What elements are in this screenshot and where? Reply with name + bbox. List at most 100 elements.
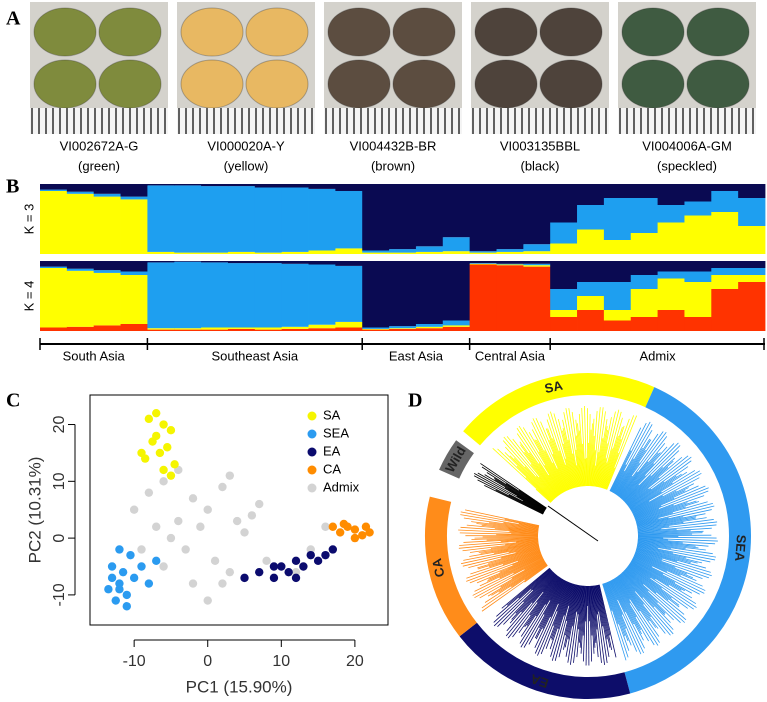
branch (523, 571, 554, 603)
branch (547, 413, 573, 489)
branch (626, 455, 689, 506)
x-tick-label: 20 (346, 653, 364, 670)
branch (526, 577, 561, 626)
branch (565, 458, 575, 489)
branch (562, 430, 577, 488)
photo-desc: (brown) (371, 158, 415, 173)
clade-label: CA (429, 556, 448, 578)
point (291, 556, 301, 566)
branch (631, 560, 682, 591)
branch (620, 452, 661, 499)
ancestry-segment (254, 187, 283, 253)
branch (619, 574, 671, 636)
branch (611, 421, 651, 493)
branch (600, 462, 608, 488)
branch (518, 425, 562, 494)
branch (587, 585, 590, 666)
ruler (471, 108, 609, 134)
branch (544, 450, 566, 492)
branch (622, 571, 671, 623)
branch (504, 446, 555, 500)
ancestry-segment (711, 275, 739, 289)
ancestry-segment (711, 212, 739, 254)
branch (459, 539, 539, 546)
ancestry-segment (496, 264, 524, 266)
ancestry-segment (40, 266, 68, 268)
ancestry-segment (66, 326, 95, 331)
branch (626, 456, 683, 505)
group-label: Admix (640, 348, 677, 363)
point (137, 545, 146, 554)
point (152, 556, 161, 566)
branch (637, 521, 718, 531)
branch (565, 584, 578, 636)
branch (636, 517, 669, 526)
branch (592, 585, 602, 663)
branch (494, 477, 546, 511)
ancestry-segment (227, 251, 256, 254)
branch (516, 427, 561, 495)
x-tick-label: 10 (272, 653, 290, 670)
branch (478, 543, 539, 553)
branch (622, 442, 679, 501)
branch (522, 500, 545, 513)
branch (637, 528, 662, 532)
branch (630, 491, 662, 511)
branch (472, 558, 544, 596)
branch (610, 450, 632, 492)
ancestry-segment (66, 268, 95, 271)
panel-label: B (6, 176, 19, 198)
branch (595, 585, 608, 663)
branch (497, 448, 553, 502)
branch (458, 540, 539, 549)
point (152, 408, 161, 418)
branch (569, 585, 582, 665)
seed (327, 7, 391, 57)
point (203, 596, 212, 605)
branch (545, 428, 571, 490)
branch (632, 483, 695, 515)
point (122, 590, 131, 600)
seed (245, 7, 309, 57)
branch (468, 548, 540, 569)
branch (635, 506, 686, 523)
branch (591, 585, 599, 658)
branch (538, 451, 564, 493)
branch (528, 431, 564, 493)
branch (622, 571, 665, 615)
point (203, 505, 212, 514)
branch (565, 408, 580, 487)
branch (604, 452, 619, 490)
ancestry-segment (603, 310, 632, 321)
point (159, 562, 168, 571)
point (269, 573, 279, 583)
branch (624, 569, 681, 623)
ancestry-segment (415, 261, 444, 324)
point (277, 562, 286, 571)
ancestry-segment (254, 261, 283, 264)
branch (575, 419, 584, 487)
branch (628, 564, 663, 589)
branch (627, 565, 672, 599)
legend-swatch (307, 429, 317, 439)
ring-segment (624, 387, 751, 694)
ancestry-segment (120, 261, 148, 272)
ancestry-segment (174, 184, 202, 186)
branch (627, 488, 652, 507)
point (218, 579, 227, 588)
branch (637, 527, 712, 534)
ancestry-segment (603, 282, 632, 310)
branch (614, 577, 659, 646)
branch (637, 540, 699, 549)
branch (595, 438, 604, 487)
point (291, 573, 301, 583)
group-label: South Asia (63, 348, 126, 363)
ancestry-segment (684, 317, 712, 331)
branch (509, 531, 539, 534)
seed (33, 7, 97, 57)
branch (486, 537, 539, 541)
branch (460, 546, 540, 565)
branch (637, 544, 716, 561)
branch (576, 585, 584, 658)
branch (524, 565, 548, 583)
